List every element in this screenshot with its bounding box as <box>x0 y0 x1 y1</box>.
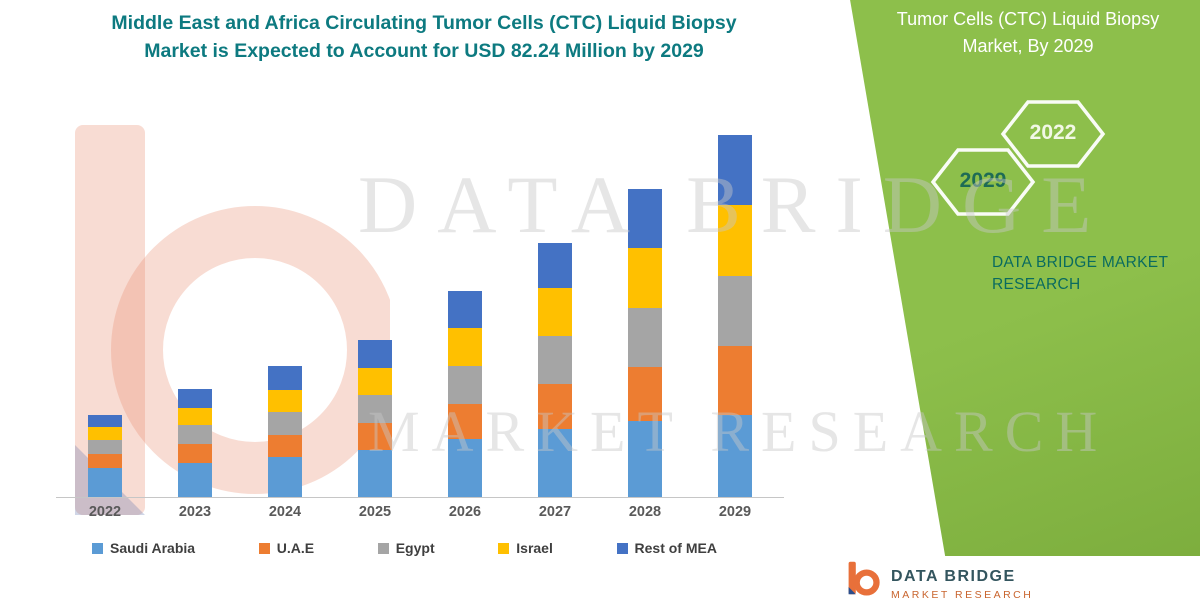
legend-item-u-a-e: U.A.E <box>258 540 315 556</box>
bar-segment-israel-2025 <box>358 368 392 396</box>
chart-title-line2: Market is Expected to Account for USD 82… <box>144 39 704 62</box>
bar-segment-u-a-e-2025 <box>358 423 392 450</box>
footer-logo-subtitle: MARKET RESEARCH <box>891 589 1034 600</box>
legend-item-saudi-arabia: Saudi Arabia <box>92 540 195 556</box>
bar-segment-rest-of-mea-2025 <box>358 339 392 369</box>
x-axis-line <box>56 497 784 498</box>
bar-segment-saudi-arabia-2026 <box>448 438 482 497</box>
x-axis-label-2023: 2023 <box>178 504 212 520</box>
bar-segment-u-a-e-2023 <box>178 444 212 463</box>
legend-swatch-rest-of-mea <box>616 542 628 554</box>
hex-year-2029: 2029 <box>959 169 1007 192</box>
bar-segment-rest-of-mea-2027 <box>538 242 572 289</box>
x-axis-label-2026: 2026 <box>448 504 482 520</box>
bar-group-2023 <box>178 389 212 497</box>
bar-segment-egypt-2027 <box>538 336 572 384</box>
bar-segment-egypt-2028 <box>628 307 662 367</box>
bar-segment-egypt-2022 <box>88 440 122 455</box>
bar-segment-israel-2024 <box>268 389 302 412</box>
side-panel-heading: Tumor Cells (CTC) Liquid Biopsy Market, … <box>862 6 1194 60</box>
bar-group-2025 <box>358 339 392 497</box>
legend-label-egypt: Egypt <box>395 540 435 556</box>
legend-item-rest-of-mea: Rest of MEA <box>616 540 717 556</box>
bar-segment-egypt-2025 <box>358 395 392 424</box>
hexagon-outlines <box>930 100 1106 216</box>
bar-segment-rest-of-mea-2023 <box>178 389 212 408</box>
legend-label-rest-of-mea: Rest of MEA <box>634 540 717 556</box>
bar-segment-saudi-arabia-2027 <box>538 428 572 497</box>
bar-segment-rest-of-mea-2029 <box>718 135 752 205</box>
x-axis-label-2025: 2025 <box>358 504 392 520</box>
bar-segment-u-a-e-2022 <box>88 454 122 469</box>
side-panel: Tumor Cells (CTC) Liquid Biopsy Market, … <box>850 0 1200 556</box>
bar-segment-u-a-e-2026 <box>448 403 482 439</box>
x-axis-label-2027: 2027 <box>538 504 572 520</box>
brand-line1: DATA BRIDGE MARKET <box>992 254 1169 271</box>
bar-segment-saudi-arabia-2024 <box>268 456 302 497</box>
bar-segment-rest-of-mea-2024 <box>268 366 302 390</box>
legend-swatch-israel <box>498 542 510 554</box>
x-axis-label-2024: 2024 <box>268 504 302 520</box>
bar-segment-egypt-2029 <box>718 276 752 347</box>
footer-logo-name: DATA BRIDGE <box>891 568 1016 585</box>
bar-segment-israel-2023 <box>178 407 212 426</box>
bar-segment-saudi-arabia-2025 <box>358 449 392 497</box>
bar-group-2028 <box>628 189 662 497</box>
x-axis-labels: 2022 2023 2024 2025 2026 2027 2028 2029 <box>60 504 780 520</box>
bar-group-2029 <box>718 135 752 497</box>
side-panel-heading-line2: Market, By 2029 <box>962 36 1094 56</box>
bar-segment-saudi-arabia-2029 <box>718 415 752 497</box>
bar-segment-israel-2027 <box>538 288 572 337</box>
legend-label-u-a-e: U.A.E <box>276 540 315 556</box>
legend-swatch-u-a-e <box>258 542 270 554</box>
bar-segment-u-a-e-2028 <box>628 366 662 421</box>
hexagon-2029 <box>930 148 1036 216</box>
bar-segment-saudi-arabia-2022 <box>88 468 122 497</box>
legend-label-saudi-arabia: Saudi Arabia <box>110 540 196 556</box>
bar-segment-u-a-e-2029 <box>718 346 752 416</box>
x-axis-label-2022: 2022 <box>88 504 122 520</box>
chart-legend: Saudi Arabia U.A.E Egypt Israel Rest of MEA <box>92 540 717 556</box>
bar-segment-u-a-e-2027 <box>538 383 572 429</box>
bar-segment-u-a-e-2024 <box>268 434 302 457</box>
footer-logo: DATA BRIDGE MARKET RESEARCH <box>845 560 1033 600</box>
bar-segment-israel-2022 <box>88 427 122 441</box>
bar-group-2027 <box>538 242 572 497</box>
bar-plot <box>60 120 780 497</box>
legend-swatch-saudi-arabia <box>92 542 103 554</box>
legend-swatch-egypt <box>377 542 389 554</box>
side-panel-heading-line1: Tumor Cells (CTC) Liquid Biopsy <box>896 9 1160 29</box>
bar-segment-israel-2026 <box>448 327 482 366</box>
legend-label-israel: Israel <box>516 540 553 556</box>
bar-segment-rest-of-mea-2026 <box>448 291 482 328</box>
chart-title-line1: Middle East and Africa Circulating Tumor… <box>111 12 737 34</box>
x-axis-label-2028: 2028 <box>628 504 662 520</box>
bar-segment-israel-2028 <box>628 247 662 308</box>
legend-item-egypt: Egypt <box>377 540 435 556</box>
bar-group-2022 <box>88 414 122 497</box>
bar-segment-egypt-2026 <box>448 365 482 404</box>
x-axis-label-2029: 2029 <box>718 504 752 520</box>
bar-segment-rest-of-mea-2022 <box>88 414 122 428</box>
bar-group-2024 <box>268 366 302 497</box>
bar-segment-saudi-arabia-2023 <box>178 462 212 497</box>
brand-line2: RESEARCH <box>992 276 1081 294</box>
footer-logo-text: DATA BRIDGE MARKET RESEARCH <box>891 560 1033 600</box>
bar-segment-israel-2029 <box>718 204 752 277</box>
legend-item-israel: Israel <box>498 540 553 556</box>
hexagon-2022 <box>1000 100 1106 168</box>
bar-segment-egypt-2024 <box>268 411 302 435</box>
hex-year-2022: 2022 <box>1029 121 1077 144</box>
bar-segment-saudi-arabia-2028 <box>628 420 662 497</box>
bar-group-2026 <box>448 291 482 497</box>
bar-segment-egypt-2023 <box>178 425 212 445</box>
bar-segment-rest-of-mea-2028 <box>628 189 662 248</box>
chart-title: Middle East and Africa Circulating Tumor… <box>28 10 820 65</box>
data-bridge-logo-icon <box>848 561 880 596</box>
side-panel-brand: DATA BRIDGE MARKET RESEARCH <box>992 252 1168 297</box>
